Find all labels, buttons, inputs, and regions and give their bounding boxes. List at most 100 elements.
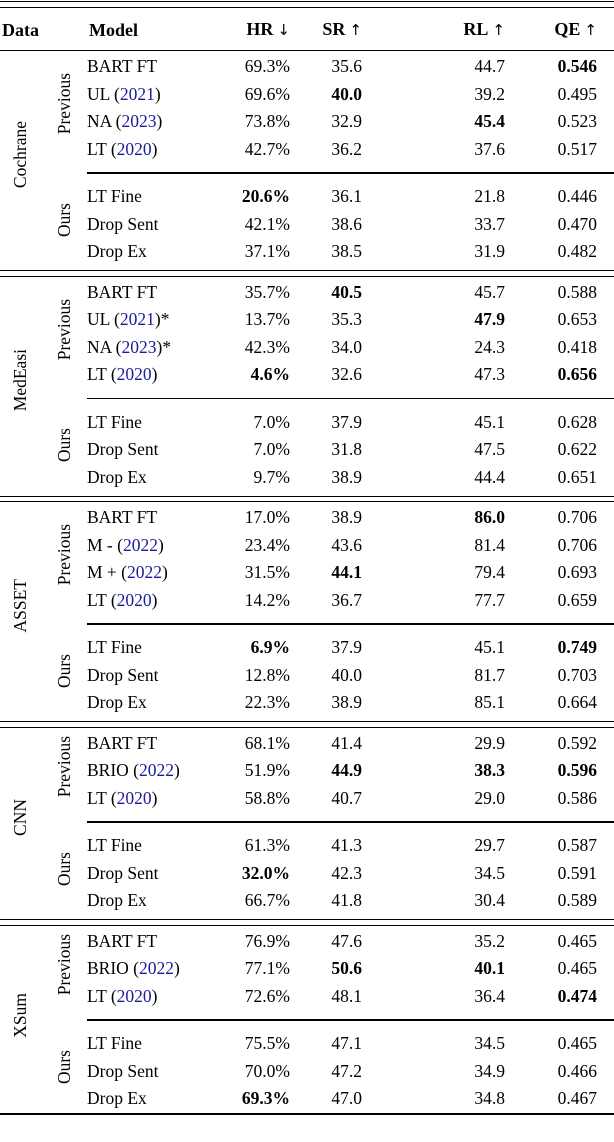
hr-value: 7.0%	[253, 439, 290, 459]
model-cell: NA (2023)	[87, 108, 240, 136]
qe-value: 0.586	[557, 787, 597, 808]
model-suffix: )	[174, 958, 180, 978]
hr-value: 13.7%	[244, 309, 290, 329]
table-row: Ours LT Fine 75.5% 47.1 34.5 0.465	[0, 1030, 614, 1084]
header-model: Model	[87, 9, 240, 51]
citation-year-link[interactable]: 2020	[116, 985, 152, 1006]
group-previous-label: Previous	[53, 524, 74, 586]
model-cell: LT Fine	[87, 634, 240, 662]
model-name: Drop Ex	[87, 890, 147, 910]
model-suffix: )	[151, 364, 158, 384]
hr-value: 73.8%	[244, 111, 290, 131]
model-name: Drop Sent	[87, 664, 159, 685]
table-row: ASSET Previous BART FT 17.0% 38.9 86.0 0.7…	[0, 504, 614, 633]
model-cell: LT (2020)	[87, 361, 240, 389]
sr-value: 40.0	[331, 83, 362, 104]
table-row: Drop Ex 69.3% 47.0 34.8 0.467	[0, 1085, 614, 1113]
qe-value: 0.523	[557, 111, 597, 131]
sr-value: 44.9	[331, 760, 362, 780]
citation-year-link[interactable]: 2023	[121, 111, 157, 131]
model-suffix: )	[174, 760, 180, 780]
table-row: LT (2020) 72.6% 48.1 36.4 0.474	[0, 983, 614, 1011]
spacer-cell	[42, 614, 87, 634]
group-previous-label: Previous	[53, 73, 74, 135]
sr-value: 37.9	[331, 411, 362, 432]
model-name: BART FT	[87, 56, 158, 76]
qe-value: 0.653	[557, 309, 597, 329]
model-cell: UL (2021)*	[87, 306, 240, 334]
model-cell: LT Fine	[87, 409, 240, 437]
citation-year-link[interactable]: 2021	[119, 309, 155, 329]
hr-value: 75.5%	[244, 1033, 290, 1053]
citation-year-link[interactable]: 2020	[116, 589, 152, 610]
spacer-cell	[42, 1010, 87, 1030]
table-row: Drop Ex 22.3% 38.9 85.1 0.664	[0, 689, 614, 717]
model-name: LT Fine	[87, 835, 142, 855]
hr-value: 7.0%	[253, 411, 290, 432]
group-ours-cell: Ours	[42, 409, 87, 492]
hr-value: 69.6%	[244, 83, 290, 104]
rl-value: 36.4	[474, 985, 505, 1006]
sr-value: 36.2	[331, 138, 362, 159]
model-name: BART FT	[87, 281, 158, 302]
hr-value: 6.9%	[250, 637, 290, 657]
model-name: NA (	[87, 336, 122, 357]
model-cell: BRIO (2022)	[87, 955, 240, 983]
qe-value: 0.706	[557, 534, 597, 555]
rl-value: 30.4	[474, 890, 505, 910]
spacer-cell	[42, 389, 87, 409]
citation-year-link[interactable]: 2022	[122, 534, 158, 555]
sr-value: 36.1	[331, 186, 362, 206]
group-previous-label: Previous	[53, 933, 74, 996]
citation-year-link[interactable]: 2022	[139, 760, 175, 780]
citation-year-link[interactable]: 2023	[121, 336, 157, 357]
model-cell: M + (2022)	[87, 559, 240, 587]
citation-year-link[interactable]: 2020	[116, 138, 152, 159]
hr-value: 42.1%	[244, 213, 290, 234]
dataset-cochrane-label: Cochrane	[10, 121, 31, 189]
rl-value: 33.7	[474, 213, 505, 234]
model-cell: LT (2020)	[87, 136, 240, 164]
model-cell: LT (2020)	[87, 587, 240, 615]
model-cell: UL (2021)	[87, 81, 240, 109]
table-row: XSum Previous BART FT 76.9% 47.6 35.2 0.46…	[0, 928, 614, 1039]
citation-year-link[interactable]: 2020	[116, 787, 152, 808]
qe-value: 0.749	[557, 637, 597, 657]
sr-value: 38.9	[331, 507, 362, 527]
rl-value: 34.5	[474, 862, 505, 883]
model-cell: LT (2020)	[87, 785, 240, 813]
hr-value: 37.1%	[244, 241, 290, 261]
sr-value: 38.6	[331, 213, 362, 234]
sr-value: 50.6	[331, 958, 362, 978]
rl-value: 85.1	[474, 692, 505, 712]
model-suffix: )	[151, 138, 158, 159]
citation-year-link[interactable]: 2022	[139, 958, 175, 978]
block-divider-rule	[0, 491, 614, 504]
spacer-cell	[42, 163, 87, 183]
qe-value: 0.589	[557, 890, 597, 910]
group-ours-label: Ours	[53, 1049, 74, 1085]
sr-value: 48.1	[331, 985, 362, 1006]
qe-value: 0.664	[557, 692, 597, 712]
spacer-cell	[42, 812, 87, 832]
qe-value: 0.628	[557, 411, 597, 432]
rl-value: 79.4	[474, 562, 505, 582]
rl-value: 45.4	[474, 111, 505, 131]
qe-value: 0.703	[557, 664, 597, 685]
rl-value: 37.6	[474, 138, 505, 159]
dataset-medeasi-cell: MedEasi	[0, 279, 42, 492]
qe-value: 0.470	[557, 213, 597, 234]
results-table: Data Model HR ↓ SR ↑ RL ↑ QE ↑ Cochrane Previ…	[0, 1, 614, 1116]
model-suffix: )	[157, 534, 164, 555]
citation-year-link[interactable]: 2022	[127, 562, 163, 582]
table-row: Drop Ex 9.7% 38.9 44.4 0.651	[0, 464, 614, 492]
sr-value: 40.5	[331, 281, 362, 302]
citation-year-link[interactable]: 2020	[116, 364, 152, 384]
group-ours-cell: Ours	[42, 832, 87, 915]
table-row: Ours LT Fine 6.9% 37.9 45.1 0.749	[0, 634, 614, 688]
citation-year-link[interactable]: 2021	[119, 83, 155, 104]
up-arrow-icon: ↑	[492, 21, 505, 39]
group-divider-rule	[87, 812, 614, 832]
model-name: LT Fine	[87, 186, 142, 206]
model-name: M - (	[87, 534, 123, 555]
